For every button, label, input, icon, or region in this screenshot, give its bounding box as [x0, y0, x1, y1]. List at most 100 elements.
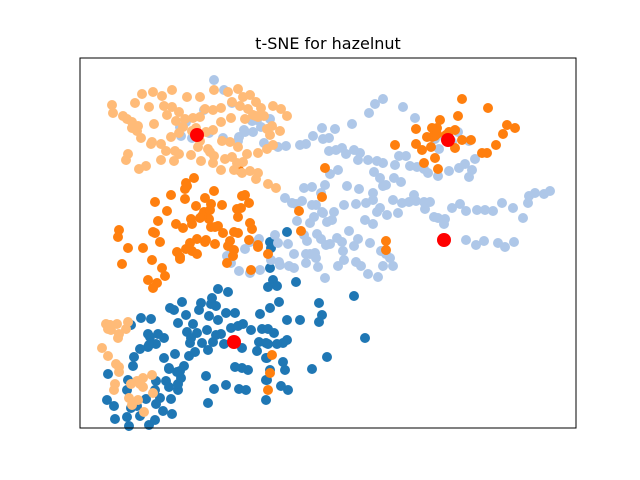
data-point [195, 92, 205, 102]
data-point [251, 111, 261, 121]
data-point [170, 146, 180, 156]
data-point [282, 111, 292, 121]
data-point [378, 94, 388, 104]
data-point [144, 102, 154, 112]
data-point [129, 352, 139, 362]
data-point [349, 291, 359, 301]
data-point [109, 401, 119, 411]
data-point [195, 112, 205, 122]
centroid-point [441, 133, 455, 147]
chart-title: t-SNE for hazelnut [255, 34, 401, 53]
data-point [409, 190, 419, 200]
data-point [155, 237, 165, 247]
data-point [314, 298, 324, 308]
data-point [351, 257, 361, 267]
data-point [430, 153, 440, 163]
data-point [480, 205, 490, 215]
data-point [317, 207, 327, 217]
data-point [221, 380, 231, 390]
data-point [311, 253, 321, 263]
data-point [130, 98, 140, 108]
data-point [255, 265, 265, 275]
data-point [332, 233, 342, 243]
data-point [103, 351, 113, 361]
data-point [417, 145, 427, 155]
data-point [373, 272, 383, 282]
data-point [209, 186, 219, 196]
data-point [234, 266, 244, 276]
data-point [281, 141, 291, 151]
data-point [102, 395, 112, 405]
data-point [410, 113, 420, 123]
data-point [433, 171, 443, 181]
data-point [233, 142, 243, 152]
data-point [182, 181, 192, 191]
data-point [217, 136, 227, 146]
data-point [148, 388, 158, 398]
data-point [375, 203, 385, 213]
data-point [330, 124, 340, 134]
data-point [508, 203, 518, 213]
data-point [181, 310, 191, 320]
data-point [241, 385, 251, 395]
data-point [179, 361, 189, 371]
data-point [265, 368, 275, 378]
data-point [307, 364, 317, 374]
data-point [113, 232, 123, 242]
data-point [210, 239, 220, 249]
data-point [349, 145, 359, 155]
data-point [261, 338, 271, 348]
data-point [169, 305, 179, 315]
data-point [126, 379, 136, 389]
data-point [339, 200, 349, 210]
data-point [139, 407, 149, 417]
data-point [210, 222, 220, 232]
data-point [132, 126, 142, 136]
data-point [240, 127, 250, 137]
data-point [510, 123, 520, 133]
data-point [368, 188, 378, 198]
data-point [381, 180, 391, 190]
data-point [148, 87, 158, 97]
data-point [263, 249, 273, 259]
data-point [246, 325, 256, 335]
data-point [333, 261, 343, 271]
data-point [243, 104, 253, 114]
scatter-points [97, 75, 555, 431]
data-point [351, 199, 361, 209]
data-point [320, 273, 330, 283]
data-point [185, 238, 195, 248]
data-point [483, 103, 493, 113]
data-point [364, 108, 374, 118]
data-point [457, 135, 467, 145]
data-point [186, 333, 196, 343]
data-point [363, 155, 373, 165]
data-point [539, 189, 549, 199]
data-point [153, 216, 163, 226]
data-point [110, 414, 120, 424]
data-point [103, 369, 113, 379]
data-point [124, 393, 134, 403]
data-point [435, 115, 445, 125]
data-point [447, 203, 457, 213]
data-point [196, 298, 206, 308]
data-point [150, 415, 160, 425]
data-point [401, 151, 411, 161]
centroid-point [190, 128, 204, 142]
data-point [164, 363, 174, 373]
data-point [162, 206, 172, 216]
data-point [235, 101, 245, 111]
data-point [174, 107, 184, 117]
data-point [271, 183, 281, 193]
data-point [166, 394, 176, 404]
data-point [203, 345, 213, 355]
data-point [368, 195, 378, 205]
data-point [313, 262, 323, 272]
data-point [156, 155, 166, 165]
data-point [114, 362, 124, 372]
data-point [217, 200, 227, 210]
data-point [237, 168, 247, 178]
data-point [265, 263, 275, 273]
data-point [354, 184, 364, 194]
